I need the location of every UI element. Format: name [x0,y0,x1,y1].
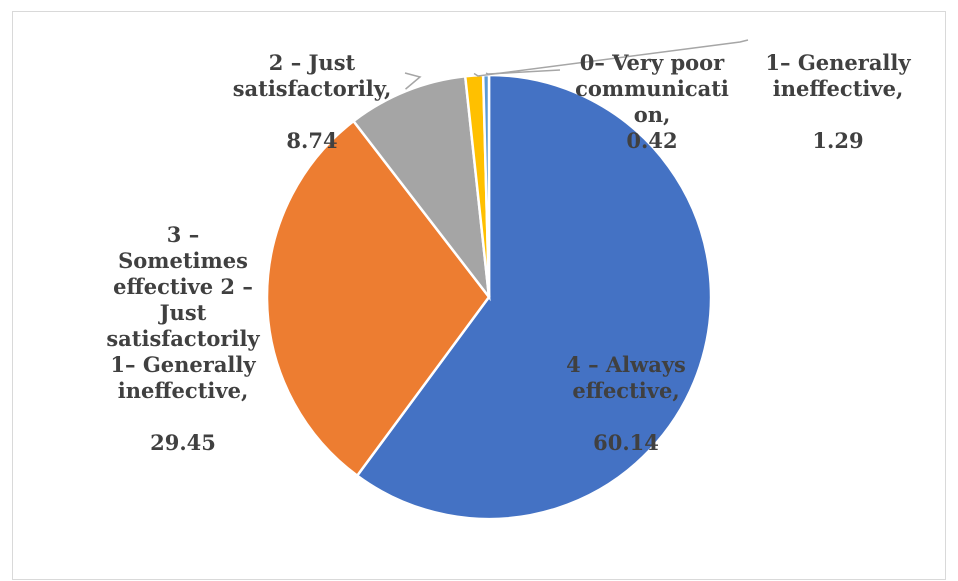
leader-line-just-satisfactorily [404,72,422,90]
leader-line-generally-ineffective [473,39,749,77]
data-label-always-effective: 4 – Always effective, 60.14 [548,326,704,456]
data-label-just-satisfactorily: 2 – Just satisfactorily, 8.74 [222,24,402,154]
slice-value-text: 0.42 [626,128,678,153]
data-label-generally-ineffective: 1– Generally ineffective, 1.29 [748,24,928,154]
slice-always-effective [355,73,713,521]
slice-label-text: 2 – Just satisfactorily, [232,50,392,101]
slice-value-text: 60.14 [593,430,659,455]
slice-label-text: 0– Very poor communicati on, [575,50,729,127]
slice-value-text: 29.45 [150,430,216,455]
slice-value-text: 8.74 [286,128,338,153]
slice-sometimes-effective [265,119,491,478]
data-label-sometimes-effective: 3 – Sometimes effective 2 – Just satisfa… [88,196,278,456]
slice-just-satisfactorily [351,74,491,302]
slice-label-text: 1– Generally ineffective, [765,50,911,101]
slice-label-text: 3 – Sometimes effective 2 – Just satisfa… [106,222,260,403]
slice-label-text: 4 – Always effective, [566,352,686,403]
slice-value-text: 1.29 [812,128,864,153]
data-label-very-poor: 0– Very poor communicati on, 0.42 [560,24,744,154]
